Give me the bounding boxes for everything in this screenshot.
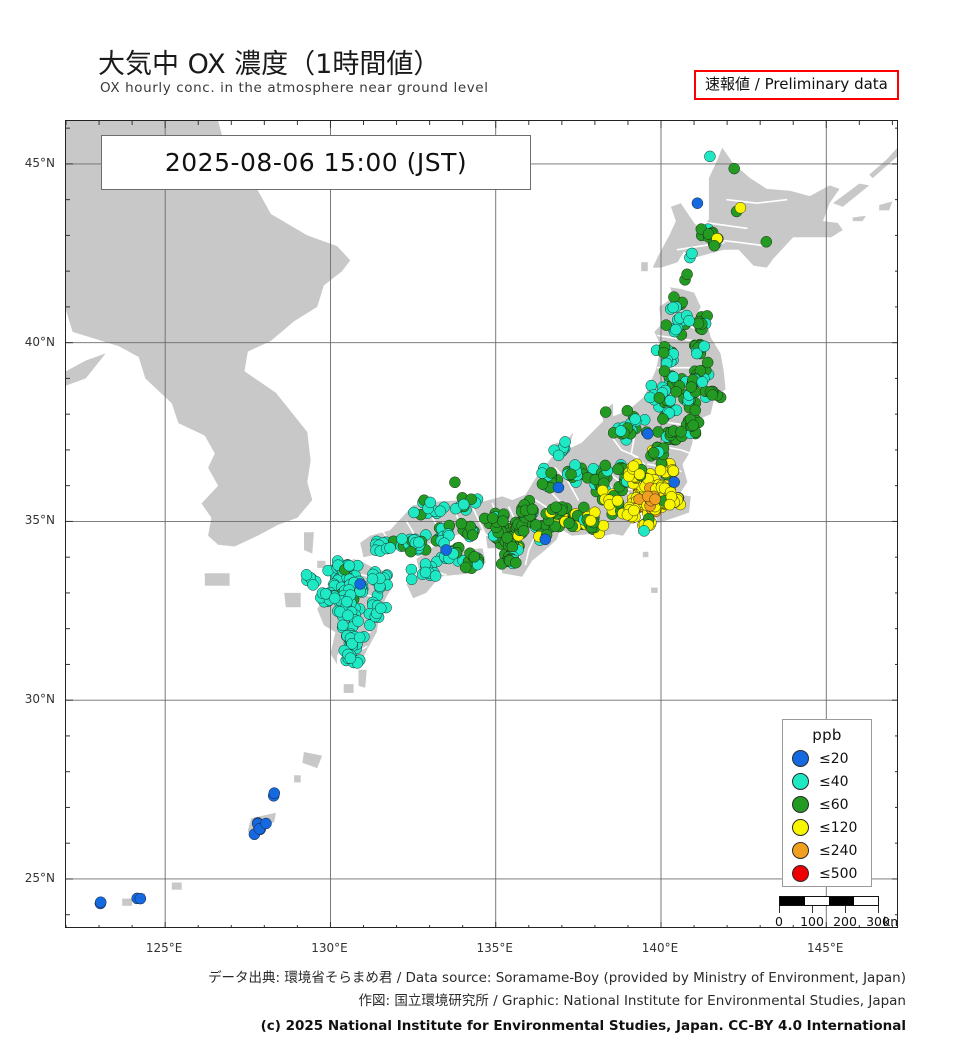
legend-color-swatch-icon (792, 819, 809, 836)
timestamp-text: 2025-08-06 15:00 (JST) (164, 148, 468, 177)
legend-color-swatch-icon (792, 773, 809, 790)
scale-bar-unit: km (883, 914, 897, 928)
y-axis-tick-label: 40°N (24, 334, 55, 349)
legend-row: ≤500 (783, 862, 871, 885)
scale-bar-ticks (779, 906, 879, 913)
legend-label: ≤20 (819, 750, 849, 767)
legend-label: ≤240 (819, 842, 858, 859)
x-axis-tick-label: 140°E (641, 941, 679, 955)
x-axis-tick-label: 145°E (807, 941, 844, 955)
scale-bar-labels: 0 100 200 300km (775, 914, 897, 928)
x-axis-tick-label: 130°E (311, 941, 348, 955)
legend-label: ≤120 (819, 819, 858, 836)
scale-bar: 0 100 200 300km (775, 896, 897, 928)
legend-color-swatch-icon (792, 750, 809, 767)
legend-row: ≤240 (783, 839, 871, 862)
legend-label: ≤60 (819, 796, 849, 813)
preliminary-data-badge: 速報値 / Preliminary data (694, 70, 899, 100)
legend-row: ≤120 (783, 816, 871, 839)
legend-color-swatch-icon (792, 865, 809, 882)
map-plot-area[interactable]: 2025-08-06 15:00 (JST) ppb ≤20 ≤40 ≤60 ≤120… (65, 120, 898, 928)
legend-title: ppb (812, 726, 842, 744)
legend-row: ≤60 (783, 793, 871, 816)
scale-bar-tick-label: 300 (866, 914, 890, 928)
legend-color-swatch-icon (792, 842, 809, 859)
footer-data-source: データ出典: 環境省そらまめ君 / Data source: Soramame-… (208, 970, 906, 986)
scale-bar-tick-label: 0 (775, 914, 783, 928)
map-canvas (66, 121, 897, 927)
y-axis-tick-label: 30°N (24, 692, 55, 707)
y-axis-tick-label: 45°N (24, 155, 55, 170)
scale-bar-tick-label: 100 (800, 914, 824, 928)
scale-bar-segments (779, 896, 879, 906)
y-axis-tick-label: 35°N (24, 513, 55, 528)
legend: ppb ≤20 ≤40 ≤60 ≤120 ≤240 ≤500 (782, 719, 872, 887)
x-axis-tick-label: 135°E (476, 941, 513, 955)
legend-label: ≤500 (819, 865, 858, 882)
page-subtitle: OX hourly conc. in the atmosphere near g… (100, 80, 489, 96)
footer-graphic-credit: 作図: 国立環境研究所 / Graphic: National Institut… (358, 993, 906, 1009)
page-title: 大気中 OX 濃度（1時間値） (98, 49, 441, 80)
x-axis-tick-label: 125°E (145, 941, 183, 955)
timestamp-box: 2025-08-06 15:00 (JST) (101, 135, 531, 190)
legend-color-swatch-icon (792, 796, 809, 813)
legend-row: ≤20 (783, 747, 871, 770)
legend-label: ≤40 (819, 773, 849, 790)
y-axis-tick-label: 25°N (24, 870, 55, 885)
scale-bar-tick-label: 200 (833, 914, 857, 928)
footer-copyright: (c) 2025 National Institute for Environm… (260, 1018, 906, 1034)
legend-row: ≤40 (783, 770, 871, 793)
